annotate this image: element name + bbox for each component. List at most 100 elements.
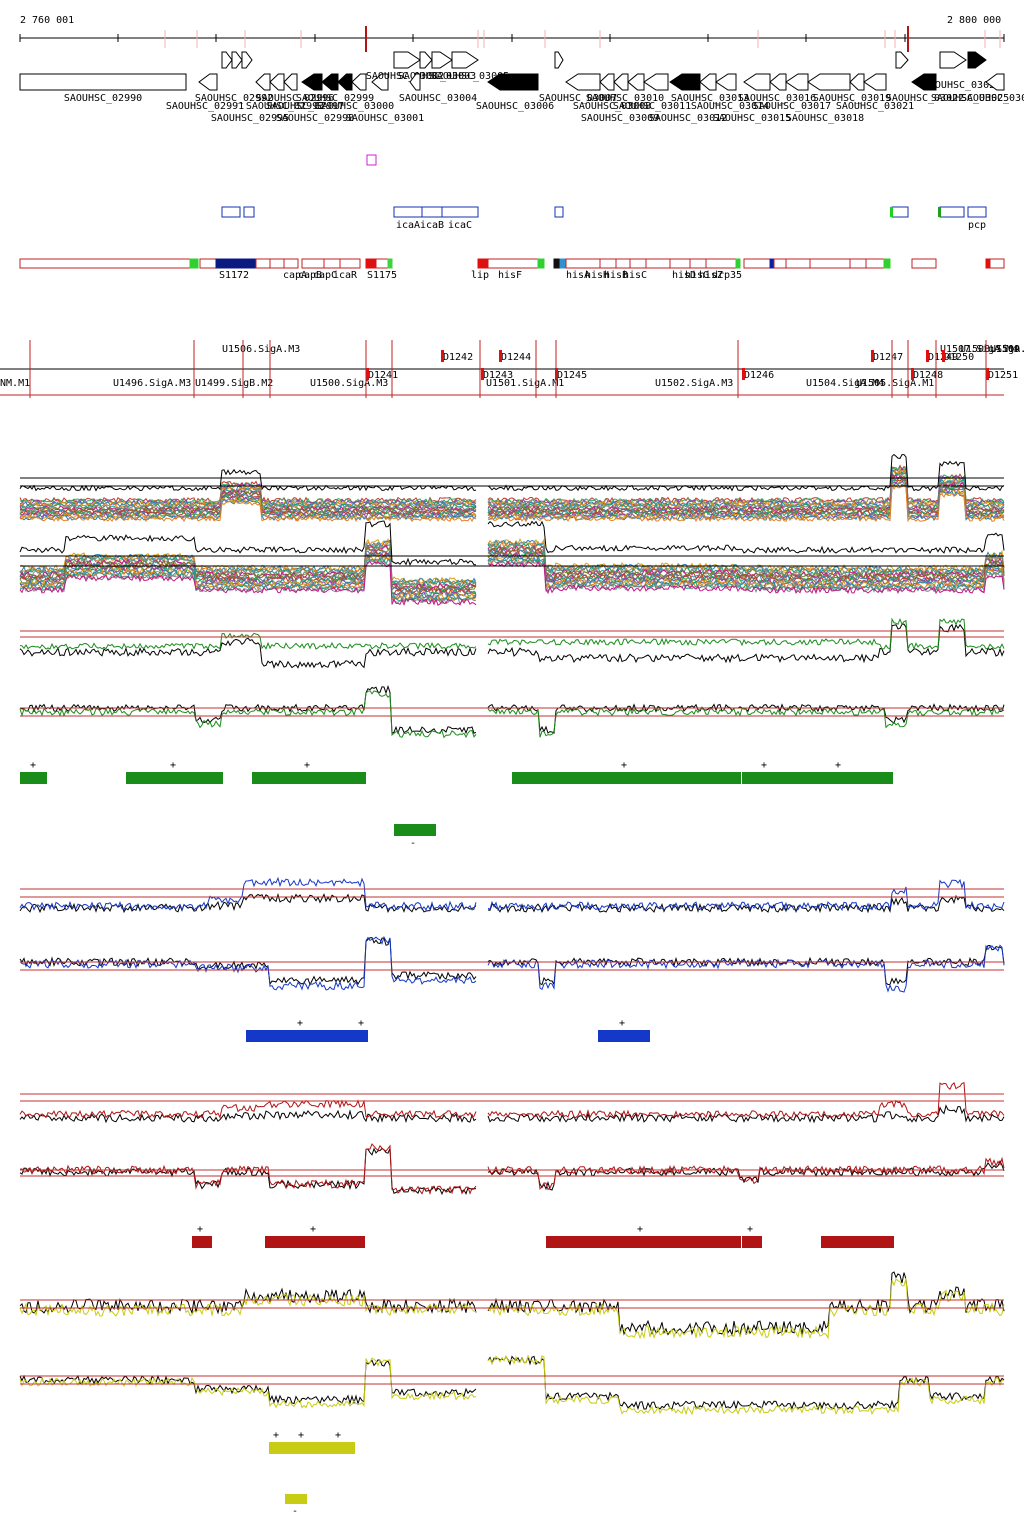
expression-trace (19, 1293, 477, 1317)
promoter-label: U1506.SigA.M3 (222, 344, 300, 355)
gene-arrow (269, 73, 285, 91)
expression-trace (19, 496, 476, 520)
ruler-end-label: 2 800 000 (947, 15, 1001, 26)
gene-label: SAOUHSC_03000 (316, 101, 394, 112)
gene-label: SAOUHSC_03017 (753, 101, 831, 112)
operon-box (323, 258, 341, 269)
segment-bar (285, 1494, 307, 1504)
gene-arrow (769, 73, 787, 91)
segment-bar (512, 772, 741, 784)
gene-label: SAOUHSC_03007 (539, 93, 617, 104)
gene-label: SAOUHSC_02990 (64, 93, 142, 104)
expression-trace (487, 1082, 1005, 1119)
expression-trace (487, 548, 1005, 583)
regulon-box (421, 206, 443, 218)
segment-mark: + (304, 760, 310, 771)
expression-trace (487, 464, 1005, 504)
gene-arrow (337, 73, 353, 91)
operon-box (669, 258, 691, 269)
gene-arrow (699, 73, 717, 91)
gene-label: SAOUHSC_03002 (366, 71, 444, 82)
operon-box (773, 258, 787, 269)
ruler-start-label: 2 760 001 (20, 15, 74, 26)
regulon-label: icaA (396, 220, 420, 231)
gene-label: SAOUHSC_02992 (195, 93, 273, 104)
segment-mark: + (637, 1224, 643, 1235)
operon-box (387, 258, 393, 269)
terminator-mark (742, 368, 745, 380)
expression-trace (19, 499, 477, 521)
gene-arrow (419, 51, 433, 69)
operon-box (809, 258, 851, 269)
operon-box (689, 258, 707, 269)
operon-box (599, 258, 617, 269)
promoter-label: U1499.SigB.M2 (195, 378, 273, 389)
segment-mark: - (410, 838, 416, 849)
expression-trace (19, 1099, 477, 1119)
operon-label: icaR (333, 270, 358, 281)
promoter-label: U1496.SigA.M3 (113, 378, 191, 389)
gene-arrow (911, 73, 937, 91)
expression-trace (487, 465, 1005, 505)
regulon-box (393, 206, 423, 218)
gene-label: SAOUHSC_03022 (886, 93, 964, 104)
gene-label: SAOUHSC_02996 (256, 93, 334, 104)
expression-trace (19, 543, 477, 587)
operon-box (537, 258, 545, 269)
expression-panel-red: + + + + (19, 1082, 1005, 1248)
expression-trace (487, 560, 1005, 595)
regulon-label: pcp (968, 220, 986, 231)
regulon-track: icaA icaB icaC pcp (221, 206, 987, 231)
promoter-label: U1505.SigA.M1 (856, 378, 934, 389)
operon-label: hisD (672, 270, 696, 281)
regulon-label: icaC (448, 220, 472, 231)
terminator-label: D1251 (988, 370, 1018, 381)
regulon-marker (890, 207, 893, 217)
segment-mark: - (292, 1506, 298, 1517)
operon-box (375, 258, 389, 269)
gene-arrow (565, 73, 601, 91)
operon-label: hisZ (699, 270, 723, 281)
promoter-label: U1501.SigA.M1 (486, 378, 564, 389)
operon-label: hisC (623, 270, 647, 281)
terminator-label: D1241 (368, 370, 398, 381)
expression-trace (487, 538, 1005, 573)
segment-bar (126, 772, 223, 784)
promoter-terminator-track: ANM.M1 U1496.SigA.M3 U1499.SigB.M2 U1500.Si… (0, 340, 1024, 398)
expression-trace (487, 894, 1005, 914)
operon-label: hisH (585, 270, 609, 281)
operon-box (339, 258, 361, 269)
expression-trace (487, 467, 1005, 507)
gene-arrow (393, 51, 421, 69)
gene-annotation-track: SAOUHSC_02990SAOUHSC_02991SAOUHSC_02992S… (19, 51, 1024, 124)
operon-box (19, 258, 191, 269)
expression-trace (487, 482, 1005, 523)
gene-label: SAOUHSC_02997 (266, 101, 344, 112)
regulon-box (243, 206, 255, 218)
segment-mark: + (170, 760, 176, 771)
segment-mark: + (619, 1018, 625, 1029)
expression-trace (19, 1143, 477, 1196)
terminator-mark (926, 350, 929, 362)
gene-arrow (807, 73, 851, 91)
expression-panel-blue: + + + (19, 876, 1005, 1042)
regulon-box (939, 206, 965, 218)
operon-box (565, 258, 601, 269)
segment-bar (742, 1236, 762, 1248)
expression-trace (19, 1147, 477, 1196)
operon-box (559, 258, 567, 269)
expression-trace (487, 555, 1005, 590)
segment-mark: + (273, 1430, 279, 1441)
segment-bar (742, 772, 893, 784)
operon-label: hisB (604, 270, 628, 281)
expression-trace (19, 555, 477, 602)
gene-label: SAOUHSC_03024 (923, 80, 1001, 91)
gene-arrow (241, 51, 253, 69)
operon-box (769, 258, 775, 269)
expression-trace (19, 637, 477, 669)
segment-mark: + (197, 1224, 203, 1235)
operon-label: capB (298, 270, 322, 281)
terminator-label: D1248 (913, 370, 943, 381)
